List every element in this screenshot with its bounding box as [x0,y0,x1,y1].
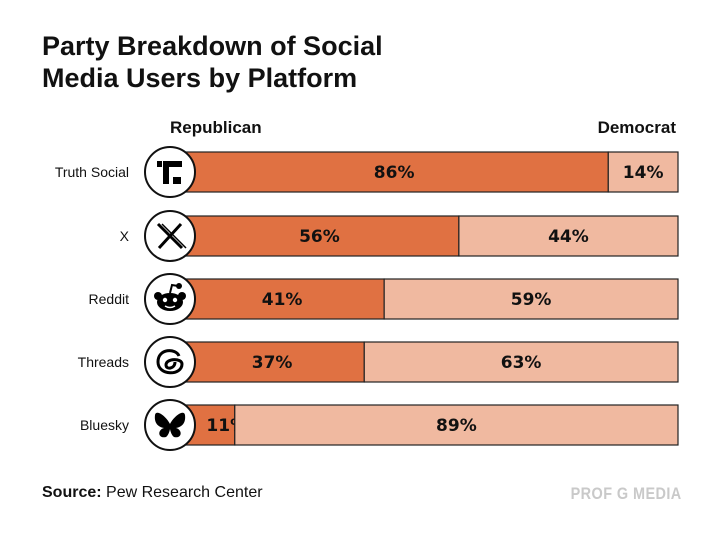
chart-title: Party Breakdown of Social Media Users by… [42,31,383,93]
bar-democrat [607,151,679,193]
data-label: 14% [623,163,664,183]
legend-democrat: Democrat [597,118,676,137]
source-text: Pew Research Center [106,484,263,501]
category-label: Threads [78,354,129,370]
category-label: X [120,228,130,244]
reddit-icon [154,283,186,311]
category-label: Bluesky [80,417,129,433]
bluesky-icon [154,412,186,438]
bar-democrat [383,278,679,320]
source-note: Source: Pew Research Center [42,484,263,502]
data-label: 44% [548,227,589,247]
category-label: Truth Social [55,164,129,180]
bar-republican [179,341,365,383]
x-icon [156,222,187,250]
data-label: 89% [436,416,477,436]
data-label: 37% [252,353,293,373]
data-label: 59% [511,290,552,310]
data-label: 41% [262,290,303,310]
watermark: PROF G MEDIA [570,484,682,503]
data-label: 56% [299,227,340,247]
data-label: 63% [501,353,542,373]
platform-icon-circle [144,336,196,388]
bar-democrat [363,341,679,383]
truth-social-icon [157,161,182,184]
data-label: 86% [374,163,415,183]
source-label: Source: [42,484,102,501]
bar-republican [179,278,385,320]
bar-democrat [234,404,679,446]
legend-republican: Republican [170,118,262,137]
platform-icon-circle [144,146,196,198]
category-label: Reddit [89,291,130,307]
threads-icon [156,349,184,375]
bar-democrat [458,215,679,257]
